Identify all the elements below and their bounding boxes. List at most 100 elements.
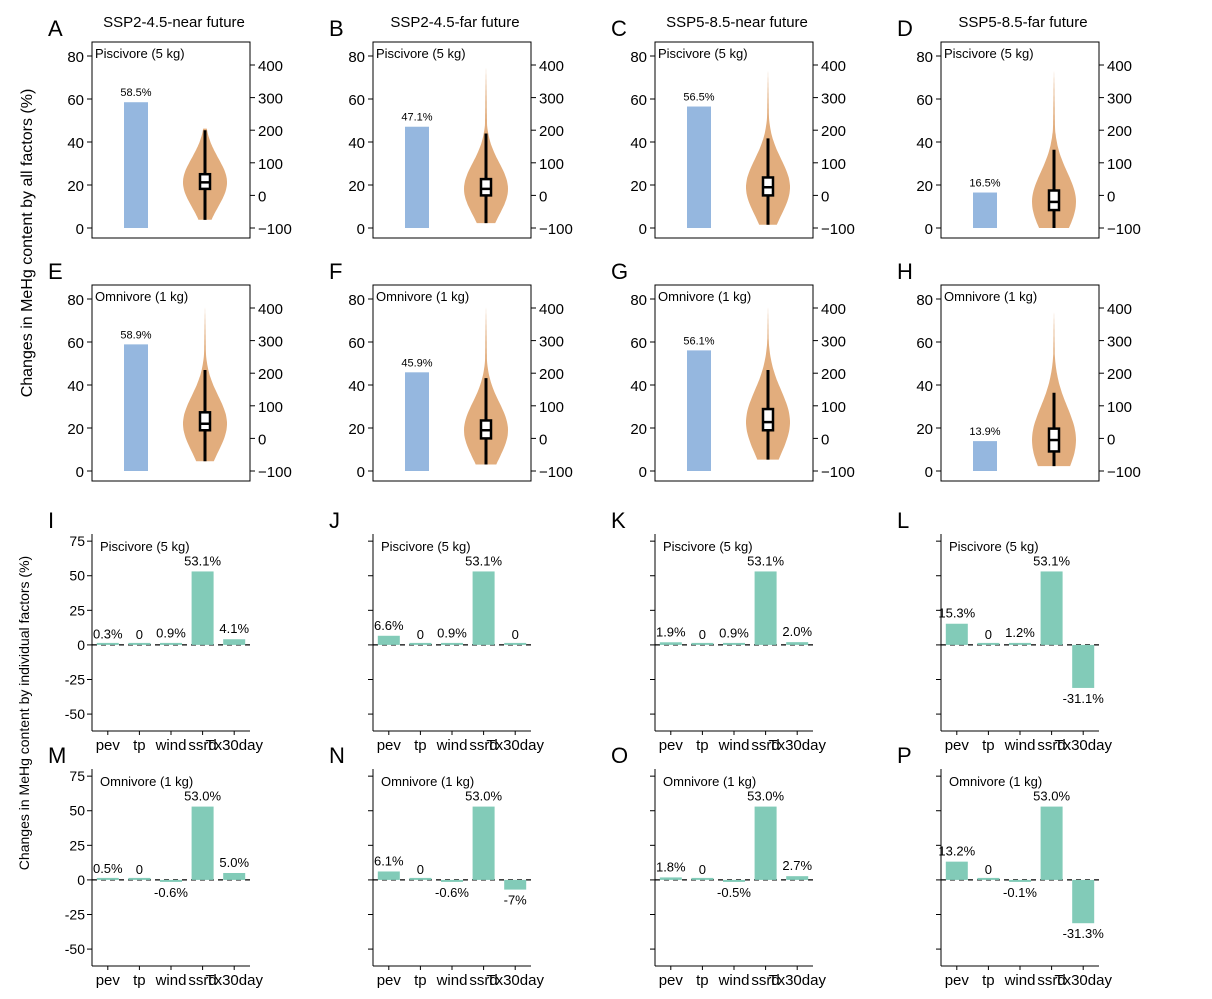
- panel-label: Omnivore (1 kg): [663, 774, 756, 789]
- y2-tick-label: −100: [821, 464, 855, 481]
- bar-value-label: 0: [985, 627, 992, 642]
- bar-value-label: 53.1%: [1033, 553, 1070, 568]
- bar: [377, 871, 400, 880]
- panel-letter: P: [897, 743, 912, 768]
- panel-label: Omnivore (1 kg): [658, 289, 751, 304]
- panel-title: SSP2-4.5-far future: [390, 14, 519, 31]
- x-tick-label: pev: [945, 972, 970, 989]
- y2-tick-label: 100: [1107, 399, 1132, 416]
- plot-frame: [654, 284, 814, 482]
- panel-letter: K: [611, 508, 626, 533]
- x-tick-label: pev: [377, 972, 402, 989]
- panel-L: L Piscivore (5 kg) 15.3% pev 0 tp 1.2% wind 53.1…: [897, 508, 1112, 754]
- bar-value-label: -0.6%: [154, 885, 188, 900]
- box-iqr: [198, 411, 212, 432]
- panel-C: C SSP5-8.5-near future 0 20 40 60 80 −100 0 100 20…: [611, 14, 855, 239]
- x-tick-label: Tx30day: [1054, 737, 1112, 754]
- y2-tick-label: 300: [1107, 91, 1132, 108]
- bar-value-label: 56.5%: [683, 92, 714, 104]
- panel-label: Omnivore (1 kg): [95, 289, 188, 304]
- bar-value-label: 56.1%: [683, 335, 714, 347]
- y-tick-label: 0: [357, 464, 365, 481]
- y-tick-label: 0: [77, 872, 85, 888]
- bar-value-label: 0.9%: [437, 626, 467, 641]
- y-tick-label: 50: [69, 803, 85, 819]
- bar-value-label: 53.0%: [465, 789, 502, 804]
- bar-value-label: 15.3%: [938, 606, 975, 621]
- y2-tick-label: 300: [258, 91, 283, 108]
- box-iqr: [761, 407, 775, 432]
- y2-tick-label: 0: [821, 431, 829, 448]
- panel-F: F 0 20 40 60 80 −100 0 100 200 300 400 Omnivore (1 k…: [329, 259, 573, 482]
- bar: [977, 877, 1000, 880]
- x-tick-label: Tx30day: [205, 972, 263, 989]
- y-tick-label: 60: [916, 335, 933, 352]
- bar: [786, 876, 809, 880]
- y-tick-label: 80: [348, 49, 365, 66]
- y-tick-label: 80: [630, 292, 647, 309]
- bar: [754, 806, 777, 880]
- bar: [124, 344, 148, 471]
- y2-tick-label: −100: [1107, 464, 1141, 481]
- y2-tick-label: 200: [539, 123, 564, 140]
- y-tick-label: 40: [630, 378, 647, 395]
- y-tick-label: 60: [630, 92, 647, 109]
- bar: [441, 642, 463, 645]
- panel-K: K Piscivore (5 kg) 1.9% pev 0 tp 0.9% wind 53.1%…: [611, 508, 826, 754]
- bar-value-label: 0: [985, 862, 992, 877]
- bar: [405, 126, 429, 228]
- panel-label: Piscivore (5 kg): [95, 46, 185, 61]
- y2-tick-label: 0: [1107, 431, 1115, 448]
- y2-tick-label: 200: [539, 366, 564, 383]
- x-tick-label: tp: [133, 737, 146, 754]
- y2-tick-label: 200: [1107, 123, 1132, 140]
- x-tick-label: tp: [982, 737, 995, 754]
- y-tick-label: 0: [357, 221, 365, 238]
- panel-I: I -50 -25 0 25 50 75 Piscivore (5 kg) 0.3% pev 0 tp…: [48, 508, 263, 754]
- y-tick-label: 60: [348, 92, 365, 109]
- bar: [128, 642, 151, 645]
- y-tick-label: -25: [65, 906, 85, 922]
- x-tick-label: wind: [1004, 737, 1036, 754]
- x-tick-label: Tx30day: [486, 737, 544, 754]
- plot-frame: [372, 284, 532, 482]
- top-y-axis-label: Changes in MeHg content by all factors (…: [19, 89, 36, 398]
- bar: [973, 441, 997, 471]
- x-tick-label: tp: [414, 737, 427, 754]
- panel-letter: C: [611, 16, 627, 41]
- bar-value-label: -0.6%: [435, 885, 469, 900]
- bar-value-label: 2.7%: [782, 858, 812, 873]
- panel-A: A SSP2-4.5-near future 0 20 40 60 80 −100 0 100 20…: [48, 14, 292, 239]
- y-tick-label: 40: [348, 378, 365, 395]
- bar-value-label: 0: [417, 627, 424, 642]
- x-tick-label: ssrd: [188, 737, 216, 754]
- y-tick-label: 0: [77, 637, 85, 653]
- y2-tick-label: 300: [539, 334, 564, 351]
- y2-tick-label: 200: [1107, 366, 1132, 383]
- bar: [223, 639, 246, 645]
- bar: [160, 642, 182, 645]
- x-tick-label: tp: [133, 972, 146, 989]
- panel-label: Piscivore (5 kg): [381, 539, 471, 554]
- y2-tick-label: 200: [821, 366, 846, 383]
- y2-tick-label: −100: [539, 464, 573, 481]
- y2-tick-label: 300: [821, 334, 846, 351]
- panel-label: Piscivore (5 kg): [663, 539, 753, 554]
- bar-value-label: 0: [699, 627, 706, 642]
- bar-value-label: -31.1%: [1063, 691, 1105, 706]
- bar: [687, 106, 711, 228]
- y2-tick-label: 300: [1107, 334, 1132, 351]
- bar-value-label: 58.9%: [120, 329, 151, 341]
- y2-tick-label: −100: [821, 221, 855, 238]
- y-tick-label: 25: [69, 602, 85, 618]
- bar: [377, 635, 400, 645]
- bar-value-label: 0.9%: [719, 626, 749, 641]
- x-tick-label: tp: [982, 972, 995, 989]
- y-tick-label: 20: [630, 421, 647, 438]
- plot-frame: [91, 284, 251, 482]
- x-tick-label: tp: [696, 972, 709, 989]
- y-tick-label: 60: [67, 92, 84, 109]
- bar: [1009, 642, 1031, 645]
- y2-tick-label: 200: [821, 123, 846, 140]
- bar-value-label: 0.5%: [93, 861, 123, 876]
